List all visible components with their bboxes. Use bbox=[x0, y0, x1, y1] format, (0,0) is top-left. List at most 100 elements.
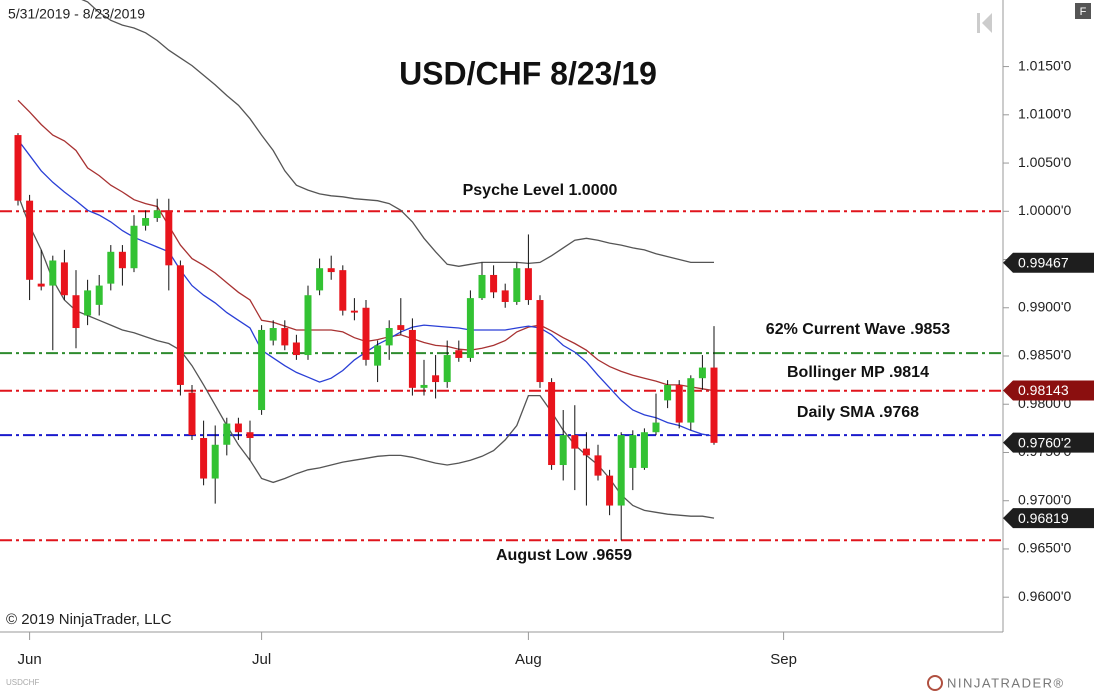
candle-body bbox=[664, 384, 672, 401]
candle-body bbox=[698, 367, 706, 379]
candle-body bbox=[26, 200, 34, 280]
candle-body bbox=[246, 432, 254, 439]
symbol: USDCHF bbox=[6, 678, 39, 687]
collapse-icon-bar bbox=[977, 13, 980, 33]
candle-body bbox=[211, 444, 219, 479]
candle-body bbox=[513, 268, 521, 302]
candle-body bbox=[95, 285, 103, 305]
candle-body bbox=[153, 210, 161, 219]
brand: NINJATRADER® bbox=[947, 675, 1065, 690]
candle-body bbox=[316, 268, 324, 291]
candle-body bbox=[130, 225, 138, 269]
level-annotation: Daily SMA .9768 bbox=[797, 404, 919, 421]
chart-title: USD/CHF 8/23/19 bbox=[399, 55, 657, 91]
candle-body bbox=[165, 210, 173, 266]
candle-body bbox=[188, 392, 196, 436]
candle-body bbox=[234, 423, 242, 433]
candle-body bbox=[60, 262, 68, 296]
candle-body bbox=[362, 307, 370, 360]
candle-body bbox=[524, 268, 532, 301]
candle-body bbox=[304, 295, 312, 356]
candle-body bbox=[200, 438, 208, 479]
candle-body bbox=[84, 290, 92, 316]
price-marker bbox=[1003, 432, 1094, 453]
copyright: © 2019 NinjaTrader, LLC bbox=[6, 611, 172, 628]
f-button-label: F bbox=[1080, 6, 1087, 18]
y-tick-label: 0.9850'0 bbox=[1018, 347, 1071, 363]
y-tick-label: 0.9600'0 bbox=[1018, 588, 1071, 604]
candle-body bbox=[571, 435, 579, 449]
candle-body bbox=[629, 435, 637, 468]
candle-body bbox=[559, 435, 567, 466]
candle-body bbox=[118, 251, 126, 269]
x-tick-label: Jul bbox=[252, 651, 271, 668]
collapse-icon-arrow bbox=[982, 13, 992, 33]
candle-body bbox=[408, 329, 416, 388]
candle-body bbox=[72, 295, 80, 329]
y-tick-label: 0.9900'0 bbox=[1018, 298, 1071, 314]
candle-body bbox=[350, 310, 358, 313]
price-marker-label: 0.99467 bbox=[1018, 254, 1069, 270]
date-range: 5/31/2019 - 8/23/2019 bbox=[8, 6, 145, 22]
level-annotation: Psyche Level 1.0000 bbox=[463, 182, 618, 199]
brand-logo bbox=[927, 675, 943, 691]
axis-layer: 1.0150'01.0100'01.0050'01.0000'00.9950'0… bbox=[18, 57, 1094, 668]
candle-body bbox=[501, 290, 509, 302]
x-tick-label: Jun bbox=[18, 651, 42, 668]
candle-body bbox=[478, 274, 486, 299]
candle-body bbox=[142, 218, 150, 226]
y-tick-label: 1.0150'0 bbox=[1018, 57, 1071, 73]
y-tick-label: 1.0050'0 bbox=[1018, 154, 1071, 170]
x-tick-label: Aug bbox=[515, 651, 542, 668]
candle-body bbox=[490, 274, 498, 293]
candle-body bbox=[432, 375, 440, 383]
candle-body bbox=[548, 382, 556, 466]
price-marker bbox=[1003, 508, 1094, 529]
candle-body bbox=[443, 355, 451, 383]
candle-body bbox=[606, 475, 614, 506]
candle-body bbox=[49, 260, 57, 286]
candle-body bbox=[107, 251, 115, 284]
candle-body bbox=[258, 329, 266, 411]
price-marker-label: 0.9760'2 bbox=[1018, 434, 1071, 450]
indicator-line bbox=[81, 0, 714, 267]
candle-body bbox=[292, 342, 300, 356]
y-tick-label: 1.0000'0 bbox=[1018, 202, 1071, 218]
candle-body bbox=[223, 423, 231, 445]
candle-body bbox=[455, 350, 463, 358]
y-tick-label: 0.9700'0 bbox=[1018, 491, 1071, 507]
candle-body bbox=[687, 378, 695, 423]
y-tick-label: 1.0100'0 bbox=[1018, 106, 1071, 122]
level-annotation: 62% Current Wave .9853 bbox=[766, 321, 950, 338]
candle-body bbox=[710, 367, 718, 443]
x-tick-label: Sep bbox=[770, 651, 797, 668]
plot-area bbox=[0, 0, 1003, 542]
level-annotation: Bollinger MP .9814 bbox=[787, 364, 929, 381]
candle-body bbox=[617, 435, 625, 506]
candle-body bbox=[269, 328, 277, 341]
candle-body bbox=[420, 384, 428, 388]
candle-body bbox=[327, 268, 335, 273]
candle-body bbox=[397, 325, 405, 330]
candle-body bbox=[536, 300, 544, 383]
candle-body bbox=[339, 270, 347, 311]
candle-body bbox=[652, 422, 660, 433]
price-marker-label: 0.96819 bbox=[1018, 510, 1069, 526]
f-button-box bbox=[1075, 3, 1091, 19]
candle-body bbox=[37, 283, 45, 287]
price-marker bbox=[1003, 252, 1094, 273]
candle-body bbox=[374, 345, 382, 366]
candle-body bbox=[640, 432, 648, 468]
candle-body bbox=[675, 384, 683, 423]
price-marker bbox=[1003, 380, 1094, 401]
collapse-icon[interactable] bbox=[977, 13, 992, 33]
candle-body bbox=[466, 298, 474, 358]
level-annotation: August Low .9659 bbox=[496, 547, 632, 564]
candle-body bbox=[582, 448, 590, 456]
candle-body bbox=[14, 135, 22, 201]
f-button[interactable]: F bbox=[1075, 3, 1091, 19]
candle-body bbox=[385, 328, 393, 346]
price-marker-label: 0.98143 bbox=[1018, 382, 1069, 398]
